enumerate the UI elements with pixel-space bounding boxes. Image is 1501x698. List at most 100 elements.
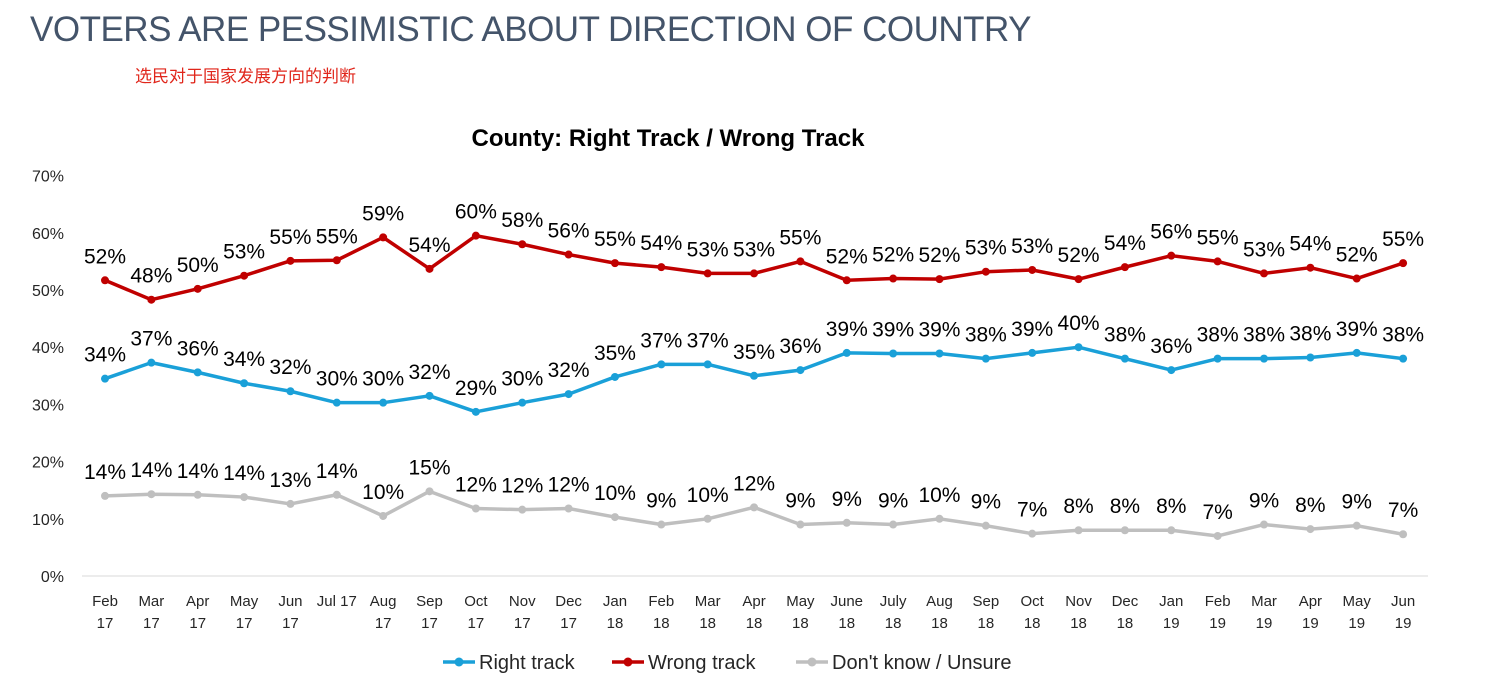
don-t-know-unsure-data-label: 8% [1110,495,1140,518]
don-t-know-unsure-data-label: 10% [918,484,960,507]
wrong-track-point [842,276,851,285]
x-tick-label: Apr [186,593,209,610]
right-track-data-label: 36% [1150,335,1192,358]
don-t-know-unsure-data-label: 12% [548,474,590,497]
right-track-data-label: 38% [1289,322,1331,345]
don-t-know-unsure-data-label: 8% [1156,495,1186,518]
wrong-track-data-label: 56% [548,220,590,243]
right-track-point [703,360,712,369]
y-tick-label: 60% [32,226,64,243]
wrong-track-data-label: 58% [501,209,543,232]
right-track-point [332,398,341,407]
x-tick-label: Sep [972,593,999,610]
right-track-data-label: 36% [779,335,821,358]
right-track-data-label: 37% [640,329,682,352]
x-tick-label-year: 18 [931,615,948,632]
right-track-point [1213,354,1222,363]
x-tick-label-year: 18 [792,615,809,632]
wrong-track-data-label: 55% [594,228,636,251]
wrong-track-data-label: 55% [316,225,358,248]
right-track-data-label: 36% [177,337,219,360]
right-track-point [1028,348,1037,357]
x-tick-label-year: 18 [653,615,670,632]
wrong-track-point [1260,269,1268,278]
wrong-track-point [703,269,712,278]
x-tick-label: Nov [1065,593,1092,610]
right-track-point [1167,366,1176,375]
right-track-data-label: 40% [1058,312,1100,335]
data-labels: 34%37% 36% 34% 32% 30% 30% 32%29% 30% 32%35%37% 3… [84,201,1424,524]
right-track-point [796,366,805,375]
wrong-track-point [564,250,573,259]
don-t-know-unsure-point [1260,520,1268,529]
don-t-know-unsure-data-label: 9% [878,490,908,513]
don-t-know-unsure-data-label: 8% [1295,494,1325,517]
x-tick-label-year: 18 [699,615,716,632]
right-track-point [889,349,898,358]
wrong-track-data-label: 53% [687,238,729,261]
wrong-track-data-label: 54% [640,232,682,255]
wrong-track-point [935,275,944,284]
y-tick-label: 50% [32,283,64,300]
x-tick-label-year: 17 [236,615,253,632]
don-t-know-unsure-data-label: 10% [687,484,729,507]
x-tick-label: Dec [1112,593,1139,610]
wrong-track-point [101,276,109,285]
x-tick-label: May [786,593,815,610]
x-tick-label: Apr [742,593,765,610]
don-t-know-unsure-point [332,490,341,499]
wrong-track-point [1352,274,1361,283]
wrong-track-point [425,264,434,273]
wrong-track-point [796,257,805,266]
wrong-track-point [471,231,480,240]
wrong-track-point [379,233,388,242]
chart-title: County: Right Track / Wrong Track [472,125,866,152]
don-t-know-unsure-point [471,504,480,513]
wrong-track-point [518,240,527,249]
right-track-data-label: 32% [548,359,590,382]
right-track-data-label: 32% [409,361,451,384]
don-t-know-unsure-data-label: 10% [594,482,636,505]
x-tick-label: Oct [1021,593,1045,610]
wrong-track-data-label: 54% [1289,233,1331,256]
don-t-know-unsure-data-label: 15% [409,456,451,479]
x-tick-label-year: 18 [607,615,624,632]
don-t-know-unsure-point [147,490,156,499]
x-tick-label: Dec [555,593,582,610]
don-t-know-unsure-point [1074,526,1083,535]
right-track-point [286,387,295,396]
right-track-point [750,371,759,380]
wrong-track-point [1074,275,1083,284]
don-t-know-unsure-data-label: 7% [1017,499,1047,522]
right-track-point [471,407,480,416]
y-tick-label: 30% [32,397,64,414]
wrong-track-data-label: 53% [965,237,1007,260]
right-track-point [842,348,851,357]
page-subtitle: 选民对于国家发展方向的判断 [135,67,356,86]
right-track-legend-marker [454,657,464,667]
don-t-know-unsure-point [935,514,944,523]
don-t-know-unsure-point [981,521,990,530]
wrong-track-point [657,263,666,272]
right-track-data-label: 39% [826,318,868,341]
don-t-know-unsure-data-label: 10% [362,481,404,504]
wrong-track-data-label: 55% [779,226,821,249]
right-track-data-label: 39% [918,318,960,341]
x-tick-label: Sep [416,593,443,610]
y-axis: 0% 10% 20% 30% 40% 50% 60% 70% [32,169,64,586]
x-tick-label: Jan [1159,593,1183,610]
wrong-track-point [610,259,619,268]
wrong-track-legend-marker [623,657,633,667]
don-t-know-unsure-point [379,511,388,520]
don-t-know-unsure-point [1028,529,1037,538]
right-track-data-label: 35% [733,341,775,364]
x-tick-label-year: 18 [1024,615,1041,632]
don-t-know-unsure-data-label: 12% [733,472,775,495]
don-t-know-unsure-point [1306,525,1315,534]
right-track-data-label: 39% [1011,318,1053,341]
wrong-track-data-label: 55% [269,226,311,249]
wrong-track-point [147,295,156,304]
wrong-track-data-label: 52% [84,245,126,268]
don-t-know-unsure-data-label: 8% [1063,495,1093,518]
right-track-point [147,358,156,367]
